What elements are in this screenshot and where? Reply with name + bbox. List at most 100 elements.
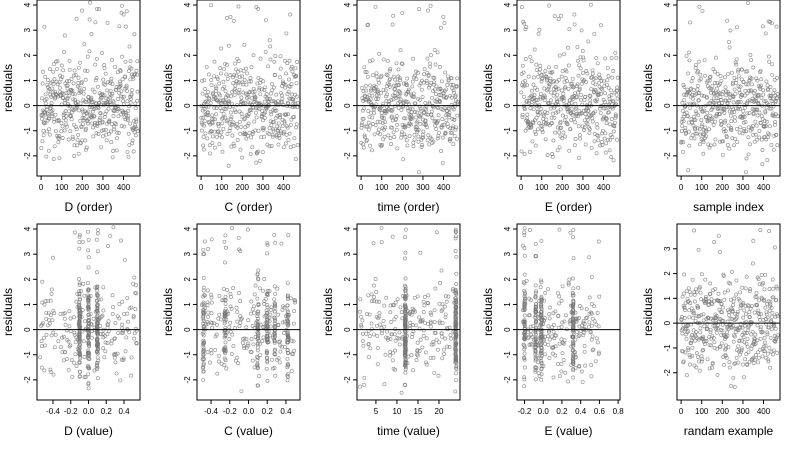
data-point bbox=[115, 136, 119, 141]
data-point bbox=[415, 352, 419, 357]
data-point bbox=[580, 49, 585, 53]
data-point bbox=[427, 85, 431, 90]
data-point bbox=[756, 277, 761, 282]
data-point bbox=[95, 231, 100, 236]
data-point bbox=[539, 313, 544, 318]
data-point bbox=[432, 87, 437, 92]
data-point bbox=[68, 129, 73, 134]
data-point bbox=[95, 313, 100, 318]
data-point bbox=[268, 44, 273, 49]
data-point bbox=[727, 365, 732, 370]
y-tick-label: 3 bbox=[23, 251, 32, 256]
data-point bbox=[293, 157, 298, 162]
data-point bbox=[597, 80, 601, 85]
data-point bbox=[109, 129, 113, 134]
plot-frame bbox=[676, 0, 781, 177]
data-point bbox=[589, 374, 594, 379]
data-point bbox=[550, 334, 555, 339]
data-point bbox=[715, 372, 720, 377]
data-point bbox=[108, 88, 113, 93]
data-point bbox=[247, 130, 252, 135]
data-point bbox=[234, 305, 239, 310]
data-point bbox=[686, 120, 691, 125]
data-point bbox=[726, 71, 731, 76]
data-point bbox=[101, 77, 106, 82]
data-point bbox=[713, 286, 718, 291]
data-point bbox=[231, 81, 236, 86]
data-point bbox=[571, 85, 576, 90]
data-point bbox=[248, 79, 253, 84]
data-point bbox=[281, 103, 286, 107]
data-point bbox=[245, 227, 250, 232]
data-point bbox=[734, 278, 739, 283]
data-point bbox=[373, 123, 378, 128]
data-point bbox=[207, 97, 212, 102]
data-point bbox=[775, 92, 780, 97]
data-point bbox=[86, 352, 91, 357]
data-point bbox=[453, 230, 458, 234]
data-point bbox=[550, 325, 554, 330]
data-point bbox=[64, 356, 69, 361]
data-point bbox=[451, 82, 455, 87]
data-point bbox=[210, 321, 215, 325]
data-point bbox=[543, 341, 547, 346]
data-point bbox=[533, 349, 538, 354]
data-point bbox=[250, 324, 255, 329]
data-point bbox=[529, 124, 534, 129]
data-point bbox=[235, 138, 240, 142]
data-point bbox=[740, 285, 745, 290]
data-point bbox=[403, 370, 408, 375]
data-point bbox=[229, 306, 234, 311]
data-point bbox=[451, 288, 456, 293]
data-point bbox=[121, 99, 126, 104]
data-point bbox=[380, 142, 385, 147]
data-point bbox=[389, 332, 394, 337]
x-tick-label: 0.4 bbox=[575, 407, 587, 416]
data-point bbox=[97, 316, 102, 321]
data-point bbox=[749, 76, 754, 81]
data-point bbox=[72, 92, 77, 97]
data-point bbox=[599, 86, 604, 91]
data-point bbox=[726, 91, 731, 96]
data-point bbox=[769, 327, 774, 332]
data-point bbox=[555, 125, 560, 130]
data-point bbox=[713, 55, 718, 60]
data-point bbox=[210, 140, 215, 145]
data-point bbox=[389, 142, 394, 146]
data-point bbox=[444, 95, 449, 100]
data-point bbox=[96, 106, 101, 111]
data-point bbox=[89, 32, 94, 36]
data-point bbox=[730, 308, 735, 313]
data-point bbox=[694, 351, 699, 356]
data-point bbox=[264, 339, 269, 344]
data-point bbox=[102, 355, 107, 360]
data-point bbox=[403, 323, 408, 328]
data-point bbox=[730, 307, 735, 312]
data-point bbox=[539, 298, 544, 303]
data-point bbox=[751, 361, 756, 365]
data-point bbox=[542, 86, 547, 91]
data-point bbox=[430, 95, 434, 100]
data-point bbox=[747, 88, 751, 93]
data-point bbox=[686, 71, 691, 76]
data-point bbox=[708, 143, 713, 148]
data-point bbox=[422, 295, 427, 299]
x-tick-label: 15 bbox=[414, 407, 423, 416]
data-point bbox=[293, 300, 298, 305]
y-tick-label: -1 bbox=[663, 127, 672, 135]
data-point bbox=[573, 355, 578, 360]
data-point bbox=[522, 351, 527, 356]
data-point bbox=[392, 83, 396, 88]
data-point bbox=[749, 58, 754, 63]
data-point bbox=[212, 145, 217, 150]
data-point bbox=[547, 3, 552, 8]
data-point bbox=[530, 139, 535, 144]
data-point bbox=[684, 53, 689, 58]
data-point bbox=[725, 333, 730, 338]
data-point bbox=[453, 298, 458, 303]
data-point bbox=[569, 118, 574, 122]
data-point bbox=[392, 303, 397, 308]
data-point bbox=[536, 104, 541, 109]
data-point bbox=[232, 73, 236, 78]
data-point bbox=[201, 361, 206, 366]
